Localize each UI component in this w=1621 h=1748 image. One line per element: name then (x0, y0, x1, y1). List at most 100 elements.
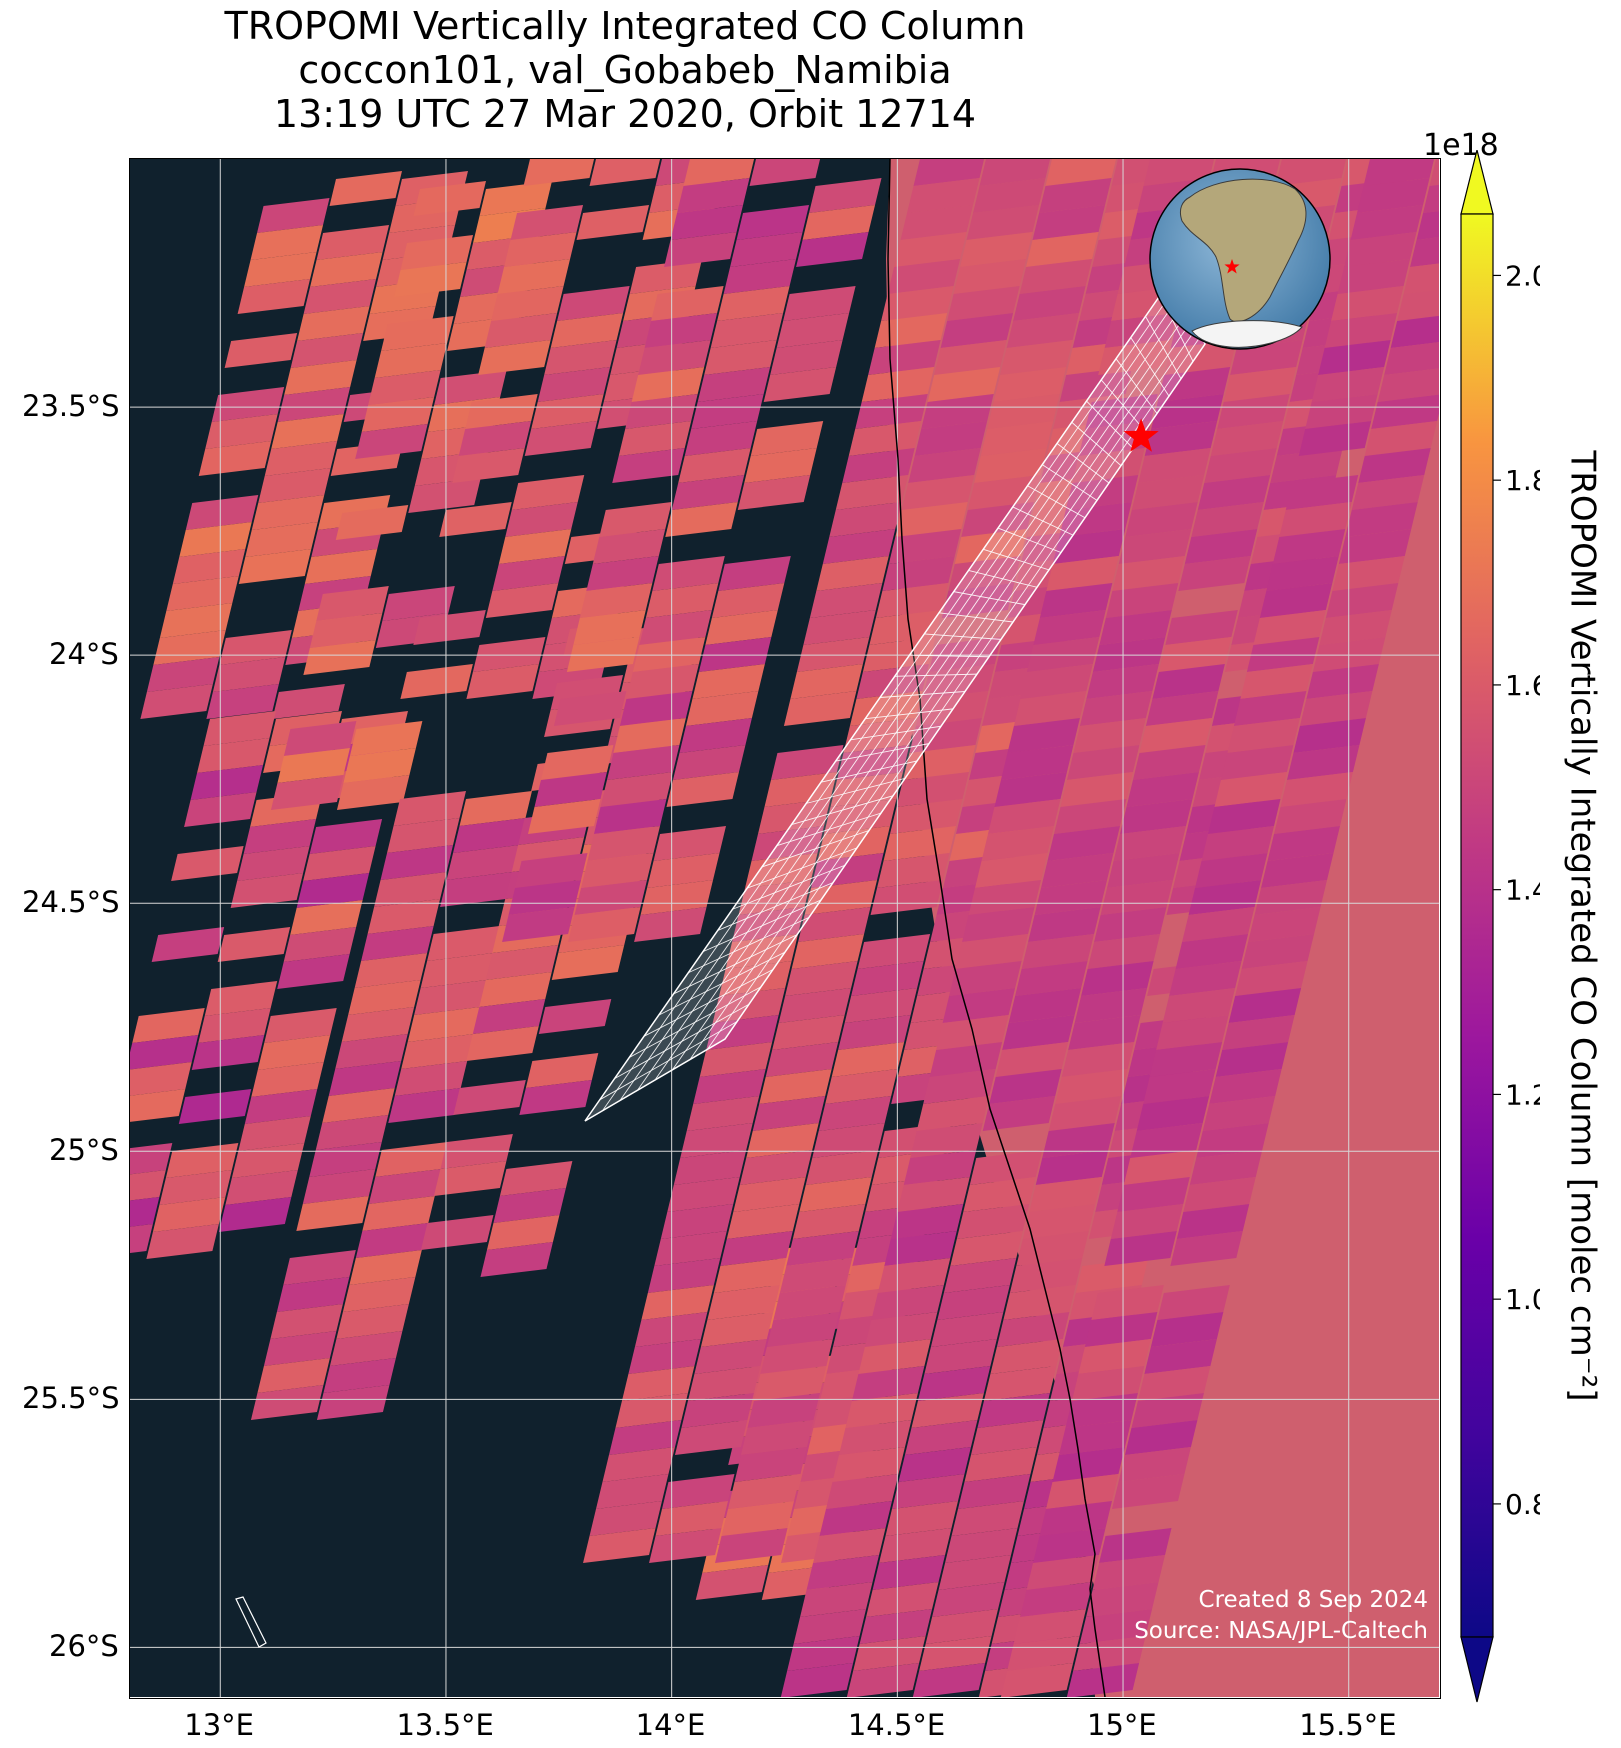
footprint-mesh (599, 282, 1202, 1112)
map-canvas (130, 159, 1439, 1697)
co-pixel (861, 367, 935, 402)
co-pixel (1183, 1177, 1256, 1212)
co-pixel (875, 583, 949, 618)
co-pixel (720, 1231, 793, 1266)
co-pixel (968, 880, 1042, 915)
co-pixel (368, 370, 441, 405)
co-pixel (140, 684, 213, 719)
co-pixel (1228, 988, 1302, 1023)
co-pixel (238, 1116, 311, 1151)
co-pixel (1021, 934, 1095, 969)
co-pixel (606, 745, 680, 780)
co-pixel (763, 367, 837, 402)
lon-tick-label: 13°E (184, 1708, 254, 1742)
co-pixel (746, 1123, 819, 1158)
co-pixel (956, 1204, 1030, 1239)
co-pixel (1086, 1582, 1159, 1617)
co-pixel (770, 745, 844, 780)
co-pixel (519, 1080, 592, 1115)
co-pixel (747, 1393, 820, 1428)
co-pixel (912, 1663, 986, 1697)
co-pixel (206, 684, 279, 719)
co-pixel (1000, 1663, 1074, 1697)
co-pixel (1009, 1258, 1083, 1293)
co-pixel (1266, 556, 1339, 591)
co-pixel (263, 1331, 337, 1366)
co-pixel (1371, 394, 1439, 429)
co-pixel (329, 1331, 403, 1366)
co-pixel (1298, 421, 1372, 456)
co-pixel (1132, 745, 1206, 780)
lon-tick-label: 14.5°E (847, 1708, 946, 1742)
co-pixel (1054, 799, 1127, 834)
co-pixel (1073, 1636, 1146, 1671)
co-pixel (1042, 1123, 1115, 1158)
co-pixel (626, 664, 699, 699)
map-panel[interactable]: Created 8 Sep 2024 Source: NASA/JPL-Calt… (129, 158, 1441, 1699)
co-pixel (1118, 529, 1192, 564)
colorbar-gradient (1460, 213, 1494, 1638)
co-pixel (531, 394, 604, 429)
co-pixel (634, 907, 707, 942)
co-pixel (970, 1420, 1044, 1455)
co-pixel (336, 1304, 409, 1339)
co-pixel (930, 1312, 1004, 1347)
co-pixel (238, 549, 312, 584)
co-pixel (502, 907, 575, 942)
co-pixel (1202, 1096, 1276, 1131)
co-pixel (796, 637, 870, 672)
co-pixel (1002, 1015, 1075, 1050)
co-pixel (699, 1042, 773, 1077)
co-pixel (966, 205, 1040, 240)
co-pixel (677, 178, 750, 213)
co-pixel (1423, 184, 1439, 213)
co-pixel (958, 1474, 1031, 1509)
co-pixel (705, 610, 778, 645)
co-pixel (686, 1096, 760, 1131)
co-pixel (1157, 367, 1231, 402)
co-pixel (625, 394, 698, 429)
co-pixel (1033, 1528, 1106, 1563)
co-pixel (718, 556, 791, 591)
co-pixel (212, 657, 286, 692)
co-pixel (204, 981, 278, 1016)
co-pixel (1006, 313, 1080, 348)
co-pixel (258, 468, 331, 503)
co-pixel (452, 448, 525, 483)
co-pixel (695, 1565, 769, 1600)
co-pixel (1364, 421, 1438, 456)
co-pixel (908, 448, 981, 483)
co-pixel (568, 907, 641, 942)
co-pixel (304, 549, 378, 584)
co-pixel (1254, 880, 1328, 915)
co-pixel (393, 791, 466, 826)
co-pixel (309, 1142, 382, 1177)
co-pixel (336, 775, 410, 810)
co-pixel (283, 1250, 356, 1285)
colorbar-tick-label: 1.6 (1505, 669, 1540, 702)
co-pixel (864, 1312, 938, 1347)
co-pixel (1138, 448, 1211, 483)
co-pixel (1094, 907, 1167, 942)
co-pixel (1066, 745, 1140, 780)
co-pixel (734, 1447, 807, 1482)
co-pixel (1332, 556, 1405, 591)
co-pixel (1350, 205, 1424, 240)
credit-source: Source: NASA/JPL-Caltech (1134, 1618, 1428, 1644)
co-pixel (982, 1096, 1056, 1131)
co-pixel (900, 205, 974, 240)
co-pixel (1013, 286, 1086, 321)
co-pixel (600, 772, 673, 807)
co-pixel (1338, 529, 1412, 564)
co-pixel (764, 772, 837, 807)
co-pixel (485, 945, 559, 980)
co-pixel (888, 529, 962, 564)
co-pixel (1139, 718, 1212, 753)
co-pixel (679, 718, 752, 753)
co-pixel (211, 387, 285, 422)
co-pixel (917, 1366, 991, 1401)
co-pixel (491, 286, 564, 321)
co-pixel (1270, 448, 1343, 483)
co-pixel (786, 1231, 859, 1266)
co-pixel (990, 1339, 1063, 1374)
